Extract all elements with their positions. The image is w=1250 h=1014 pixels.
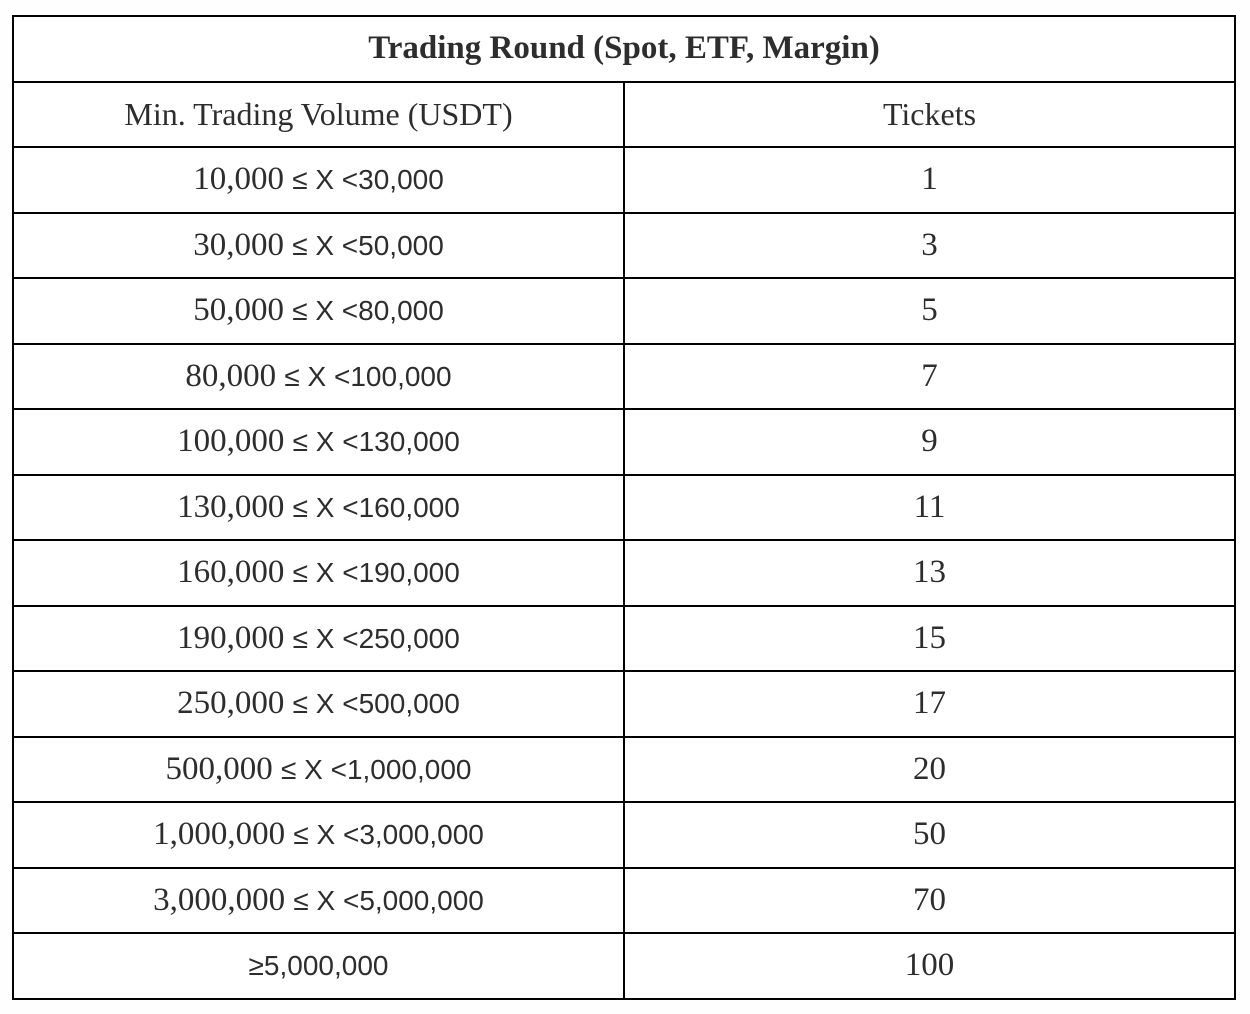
volume-serif-text: 500,000 xyxy=(165,750,281,787)
volume-serif-text: 190,000 xyxy=(177,619,293,656)
table-row: 500,000 ≤ X <1,000,000 20 xyxy=(12,735,1236,803)
volume-range-cell: 1,000,000 ≤ X <3,000,000 xyxy=(12,801,625,869)
table-row: 3,000,000 ≤ X <5,000,000 70 xyxy=(12,866,1236,934)
volume-serif-text: 100,000 xyxy=(177,423,293,460)
volume-sans-text: ≤ X <160,000 xyxy=(292,491,460,523)
volume-range-cell: 250,000 ≤ X <500,000 xyxy=(12,670,625,738)
table-row: 80,000 ≤ X <100,000 7 xyxy=(12,342,1236,410)
volume-serif-text: 30,000 xyxy=(193,226,293,263)
table-title: Trading Round (Spot, ETF, Margin) xyxy=(12,15,1236,83)
tickets-cell: 9 xyxy=(623,408,1236,476)
tickets-cell: 1 xyxy=(623,146,1236,214)
volume-sans-text: ≤ X <100,000 xyxy=(284,360,452,392)
volume-sans-text: ≥5,000,000 xyxy=(248,950,389,982)
table-row: 130,000 ≤ X <160,000 11 xyxy=(12,473,1236,541)
title-row: Trading Round (Spot, ETF, Margin) xyxy=(12,15,1236,83)
volume-range-cell: 80,000 ≤ X <100,000 xyxy=(12,342,625,410)
tickets-cell: 20 xyxy=(623,735,1236,803)
volume-sans-text: ≤ X <5,000,000 xyxy=(293,884,484,916)
tickets-cell: 13 xyxy=(623,539,1236,607)
volume-range-cell: 3,000,000 ≤ X <5,000,000 xyxy=(12,866,625,934)
tickets-cell: 5 xyxy=(623,277,1236,345)
volume-sans-text: ≤ X <3,000,000 xyxy=(293,819,484,851)
table-row: ≥5,000,000 100 xyxy=(12,932,1236,1000)
volume-serif-text: 50,000 xyxy=(193,292,293,329)
table-row: 50,000 ≤ X <80,000 5 xyxy=(12,277,1236,345)
tickets-cell: 70 xyxy=(623,866,1236,934)
tickets-cell: 11 xyxy=(623,473,1236,541)
table-row: 250,000 ≤ X <500,000 17 xyxy=(12,670,1236,738)
volume-serif-text: 250,000 xyxy=(177,685,293,722)
volume-serif-text: 160,000 xyxy=(177,554,293,591)
tickets-cell: 3 xyxy=(623,211,1236,279)
volume-sans-text: ≤ X <500,000 xyxy=(292,688,460,720)
header-row: Min. Trading Volume (USDT) Tickets xyxy=(12,80,1236,148)
volume-sans-text: ≤ X <250,000 xyxy=(292,622,460,654)
volume-sans-text: ≤ X <50,000 xyxy=(292,229,444,261)
volume-serif-text: 3,000,000 xyxy=(153,881,294,918)
volume-range-cell: 500,000 ≤ X <1,000,000 xyxy=(12,735,625,803)
volume-serif-text: 10,000 xyxy=(193,161,293,198)
volume-range-cell: 160,000 ≤ X <190,000 xyxy=(12,539,625,607)
volume-range-cell: 130,000 ≤ X <160,000 xyxy=(12,473,625,541)
volume-range-cell: 50,000 ≤ X <80,000 xyxy=(12,277,625,345)
table-row: 160,000 ≤ X <190,000 13 xyxy=(12,539,1236,607)
tickets-cell: 50 xyxy=(623,801,1236,869)
tickets-cell: 15 xyxy=(623,604,1236,672)
tickets-cell: 100 xyxy=(623,932,1236,1000)
table-row: 30,000 ≤ X <50,000 3 xyxy=(12,211,1236,279)
tickets-cell: 17 xyxy=(623,670,1236,738)
table-row: 10,000 ≤ X <30,000 1 xyxy=(12,146,1236,214)
volume-sans-text: ≤ X <30,000 xyxy=(292,164,444,196)
tickets-cell: 7 xyxy=(623,342,1236,410)
volume-sans-text: ≤ X <80,000 xyxy=(292,295,444,327)
volume-serif-text: 80,000 xyxy=(185,357,285,394)
volume-range-cell: ≥5,000,000 xyxy=(12,932,625,1000)
volume-range-cell: 100,000 ≤ X <130,000 xyxy=(12,408,625,476)
table-row: 190,000 ≤ X <250,000 15 xyxy=(12,604,1236,672)
table-row: 100,000 ≤ X <130,000 9 xyxy=(12,408,1236,476)
column-header-volume: Min. Trading Volume (USDT) xyxy=(12,80,625,148)
volume-range-cell: 190,000 ≤ X <250,000 xyxy=(12,604,625,672)
volume-range-cell: 30,000 ≤ X <50,000 xyxy=(12,211,625,279)
volume-range-cell: 10,000 ≤ X <30,000 xyxy=(12,146,625,214)
volume-sans-text: ≤ X <190,000 xyxy=(292,557,460,589)
volume-sans-text: ≤ X <130,000 xyxy=(292,426,460,458)
volume-serif-text: 130,000 xyxy=(177,488,293,525)
column-header-tickets: Tickets xyxy=(623,80,1236,148)
trading-round-table: Trading Round (Spot, ETF, Margin) Min. T… xyxy=(12,15,1236,1000)
volume-serif-text: 1,000,000 xyxy=(153,816,294,853)
volume-sans-text: ≤ X <1,000,000 xyxy=(280,753,472,785)
table-row: 1,000,000 ≤ X <3,000,000 50 xyxy=(12,801,1236,869)
